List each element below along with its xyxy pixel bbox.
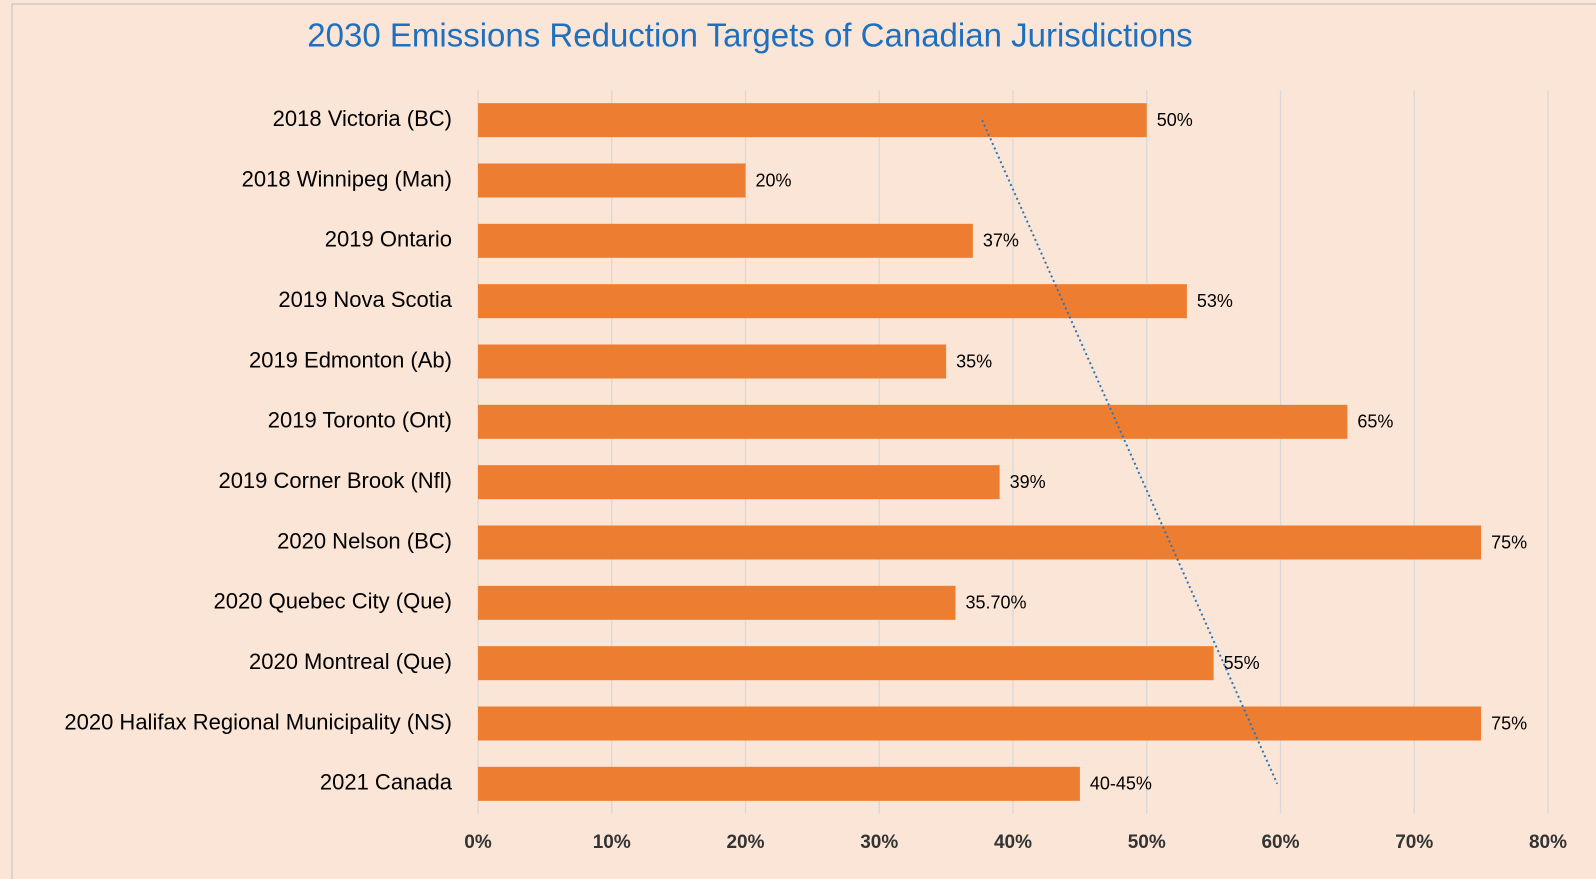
y-tick-label: 2020 Quebec City (Que) xyxy=(214,589,452,614)
x-tick-label: 60% xyxy=(1261,832,1299,853)
bar xyxy=(478,646,1214,681)
data-label: 40-45% xyxy=(1090,774,1152,794)
y-tick-label: 2018 Winnipeg (Man) xyxy=(242,166,452,191)
bar xyxy=(478,465,1000,500)
bar xyxy=(478,766,1080,801)
x-tick-label: 10% xyxy=(593,832,631,853)
bar xyxy=(478,344,947,379)
x-tick-label: 30% xyxy=(860,832,898,853)
y-tick-label: 2019 Ontario xyxy=(325,227,452,252)
data-label: 39% xyxy=(1010,472,1046,492)
data-label: 37% xyxy=(983,231,1019,251)
x-tick-label: 0% xyxy=(464,832,492,853)
y-tick-label: 2019 Corner Brook (Nfl) xyxy=(218,468,452,493)
data-label: 75% xyxy=(1491,532,1527,552)
y-tick-label: 2018 Victoria (BC) xyxy=(273,106,452,131)
data-label: 75% xyxy=(1491,713,1527,733)
bar xyxy=(478,103,1147,138)
data-label: 65% xyxy=(1357,412,1393,432)
x-tick-label: 20% xyxy=(726,832,764,853)
y-tick-label: 2019 Toronto (Ont) xyxy=(268,408,452,433)
bar xyxy=(478,404,1348,439)
x-tick-label: 50% xyxy=(1128,832,1166,853)
data-label: 50% xyxy=(1157,110,1193,130)
x-tick-label: 40% xyxy=(994,832,1032,853)
data-label: 20% xyxy=(756,170,792,190)
bar xyxy=(478,163,746,198)
y-tick-label: 2020 Nelson (BC) xyxy=(277,528,452,553)
y-tick-label: 2020 Montreal (Que) xyxy=(249,649,452,674)
bar xyxy=(478,585,956,620)
data-label: 35% xyxy=(956,351,992,371)
data-label: 53% xyxy=(1197,291,1233,311)
y-tick-label: 2021 Canada xyxy=(320,770,453,795)
chart-title: 2030 Emissions Reduction Targets of Cana… xyxy=(307,17,1192,54)
bar xyxy=(478,223,973,258)
bar xyxy=(478,525,1482,560)
y-tick-label: 2019 Edmonton (Ab) xyxy=(249,347,452,372)
bar xyxy=(478,706,1482,741)
data-label: 35.70% xyxy=(965,593,1026,613)
bar xyxy=(478,284,1187,319)
x-tick-label: 80% xyxy=(1529,832,1567,853)
x-tick-label: 70% xyxy=(1395,832,1433,853)
data-label: 55% xyxy=(1224,653,1260,673)
y-tick-label: 2019 Nova Scotia xyxy=(278,287,452,312)
y-tick-label: 2020 Halifax Regional Municipality (NS) xyxy=(64,709,452,734)
trendline xyxy=(981,119,1279,785)
